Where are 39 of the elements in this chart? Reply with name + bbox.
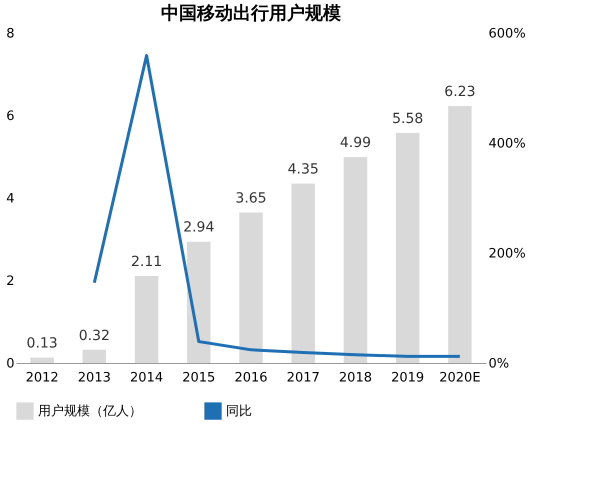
- data-label: 6.23: [444, 84, 476, 100]
- x-tick-label: 2017: [286, 370, 320, 386]
- bar: [187, 242, 211, 363]
- bar: [344, 157, 368, 363]
- data-label: 4.99: [340, 135, 372, 152]
- y-tick-label: 8: [6, 26, 14, 42]
- x-tick-label: 2012: [26, 370, 59, 386]
- x-tick-label: 2014: [130, 370, 164, 386]
- x-tick-label: 2013: [78, 370, 111, 386]
- bar: [134, 276, 158, 363]
- bar: [396, 132, 420, 363]
- data-label: 4.35: [288, 162, 319, 178]
- y2-tick-label: 0%: [488, 356, 510, 372]
- data-label: 0.32: [78, 328, 110, 344]
- data-label: 2.11: [130, 254, 162, 270]
- y2-tick-label: 600%: [488, 26, 526, 42]
- y2-tick-label: 200%: [488, 246, 526, 262]
- bar: [30, 358, 54, 363]
- x-tick-label: 2018: [338, 370, 372, 386]
- bar: [448, 106, 472, 363]
- legend-label: 用户规模（亿人）: [38, 404, 142, 420]
- data-label: 2.94: [183, 220, 214, 236]
- x-tick-label: 2019: [391, 370, 424, 386]
- y-tick-label: 4: [6, 192, 14, 206]
- bar: [82, 350, 106, 363]
- x-tick-label: 2015: [182, 370, 216, 386]
- chart-title: 中国移动出行用户规模: [161, 3, 341, 24]
- y2-tick-label: 400%: [488, 136, 526, 152]
- bar: [291, 184, 315, 363]
- x-tick-label: 2016: [234, 370, 268, 386]
- bar: [239, 212, 263, 363]
- y-tick-label: 6: [6, 109, 14, 124]
- data-label: 3.65: [235, 190, 267, 206]
- x-tick-label: 2020E: [439, 370, 481, 386]
- y-tick-label: 2: [6, 274, 14, 289]
- data-label: 0.13: [26, 336, 58, 352]
- data-label: 5.58: [392, 110, 424, 127]
- y-tick-label: 0: [6, 356, 14, 372]
- legend-label: 同比: [226, 404, 252, 420]
